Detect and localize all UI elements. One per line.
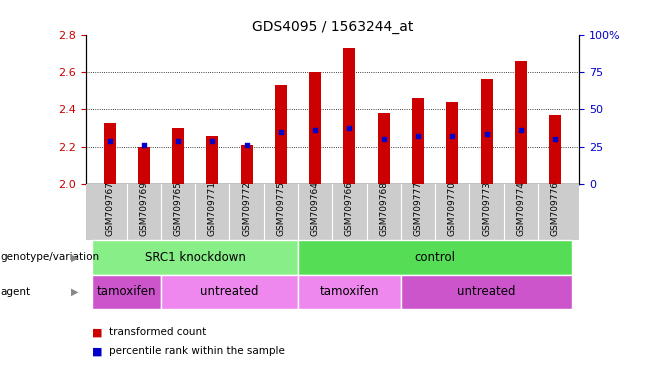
Text: GSM709767: GSM709767 — [105, 181, 114, 236]
Text: ■: ■ — [92, 327, 103, 337]
Point — [104, 138, 114, 144]
Bar — [138, 147, 150, 184]
Text: GSM709769: GSM709769 — [139, 181, 148, 236]
Point — [515, 127, 526, 133]
Point — [173, 138, 184, 144]
Bar — [515, 61, 527, 184]
Point — [241, 142, 252, 148]
Bar — [172, 128, 184, 184]
Bar — [309, 72, 321, 184]
Text: GSM709775: GSM709775 — [276, 181, 286, 236]
Text: SRC1 knockdown: SRC1 knockdown — [145, 251, 245, 264]
Text: GSM709765: GSM709765 — [174, 181, 182, 236]
Text: ▶: ▶ — [72, 287, 79, 297]
Point — [139, 142, 149, 148]
Point — [207, 138, 218, 144]
Bar — [207, 136, 218, 184]
Bar — [549, 115, 561, 184]
Bar — [412, 98, 424, 184]
Text: GSM709764: GSM709764 — [311, 181, 320, 236]
Text: GSM709773: GSM709773 — [482, 181, 491, 236]
Point — [413, 132, 423, 139]
Text: GSM709766: GSM709766 — [345, 181, 354, 236]
Point — [481, 131, 492, 137]
Text: percentile rank within the sample: percentile rank within the sample — [109, 346, 284, 356]
Text: GSM709776: GSM709776 — [551, 181, 559, 236]
Point — [550, 136, 561, 142]
Bar — [275, 85, 287, 184]
Text: control: control — [415, 251, 455, 264]
Text: GSM709772: GSM709772 — [242, 181, 251, 236]
Text: untreated: untreated — [457, 285, 516, 298]
Bar — [103, 122, 116, 184]
Point — [310, 127, 320, 133]
Bar — [343, 48, 355, 184]
Point — [447, 132, 457, 139]
Text: genotype/variation: genotype/variation — [0, 252, 99, 262]
Text: tamoxifen: tamoxifen — [97, 285, 157, 298]
Text: untreated: untreated — [200, 285, 259, 298]
Bar — [446, 102, 458, 184]
Bar — [241, 145, 253, 184]
Text: GSM709777: GSM709777 — [413, 181, 422, 236]
Text: GSM709771: GSM709771 — [208, 181, 217, 236]
Title: GDS4095 / 1563244_at: GDS4095 / 1563244_at — [251, 20, 413, 33]
Point — [344, 125, 355, 131]
Bar — [480, 79, 492, 184]
Text: agent: agent — [0, 287, 30, 297]
Point — [378, 136, 389, 142]
Bar — [378, 113, 390, 184]
Text: GSM709770: GSM709770 — [447, 181, 457, 236]
Text: GSM709774: GSM709774 — [517, 181, 525, 236]
Text: tamoxifen: tamoxifen — [320, 285, 379, 298]
Text: ▶: ▶ — [72, 252, 79, 262]
Text: transformed count: transformed count — [109, 327, 206, 337]
Text: ■: ■ — [92, 346, 103, 356]
Text: GSM709768: GSM709768 — [379, 181, 388, 236]
Point — [276, 129, 286, 135]
